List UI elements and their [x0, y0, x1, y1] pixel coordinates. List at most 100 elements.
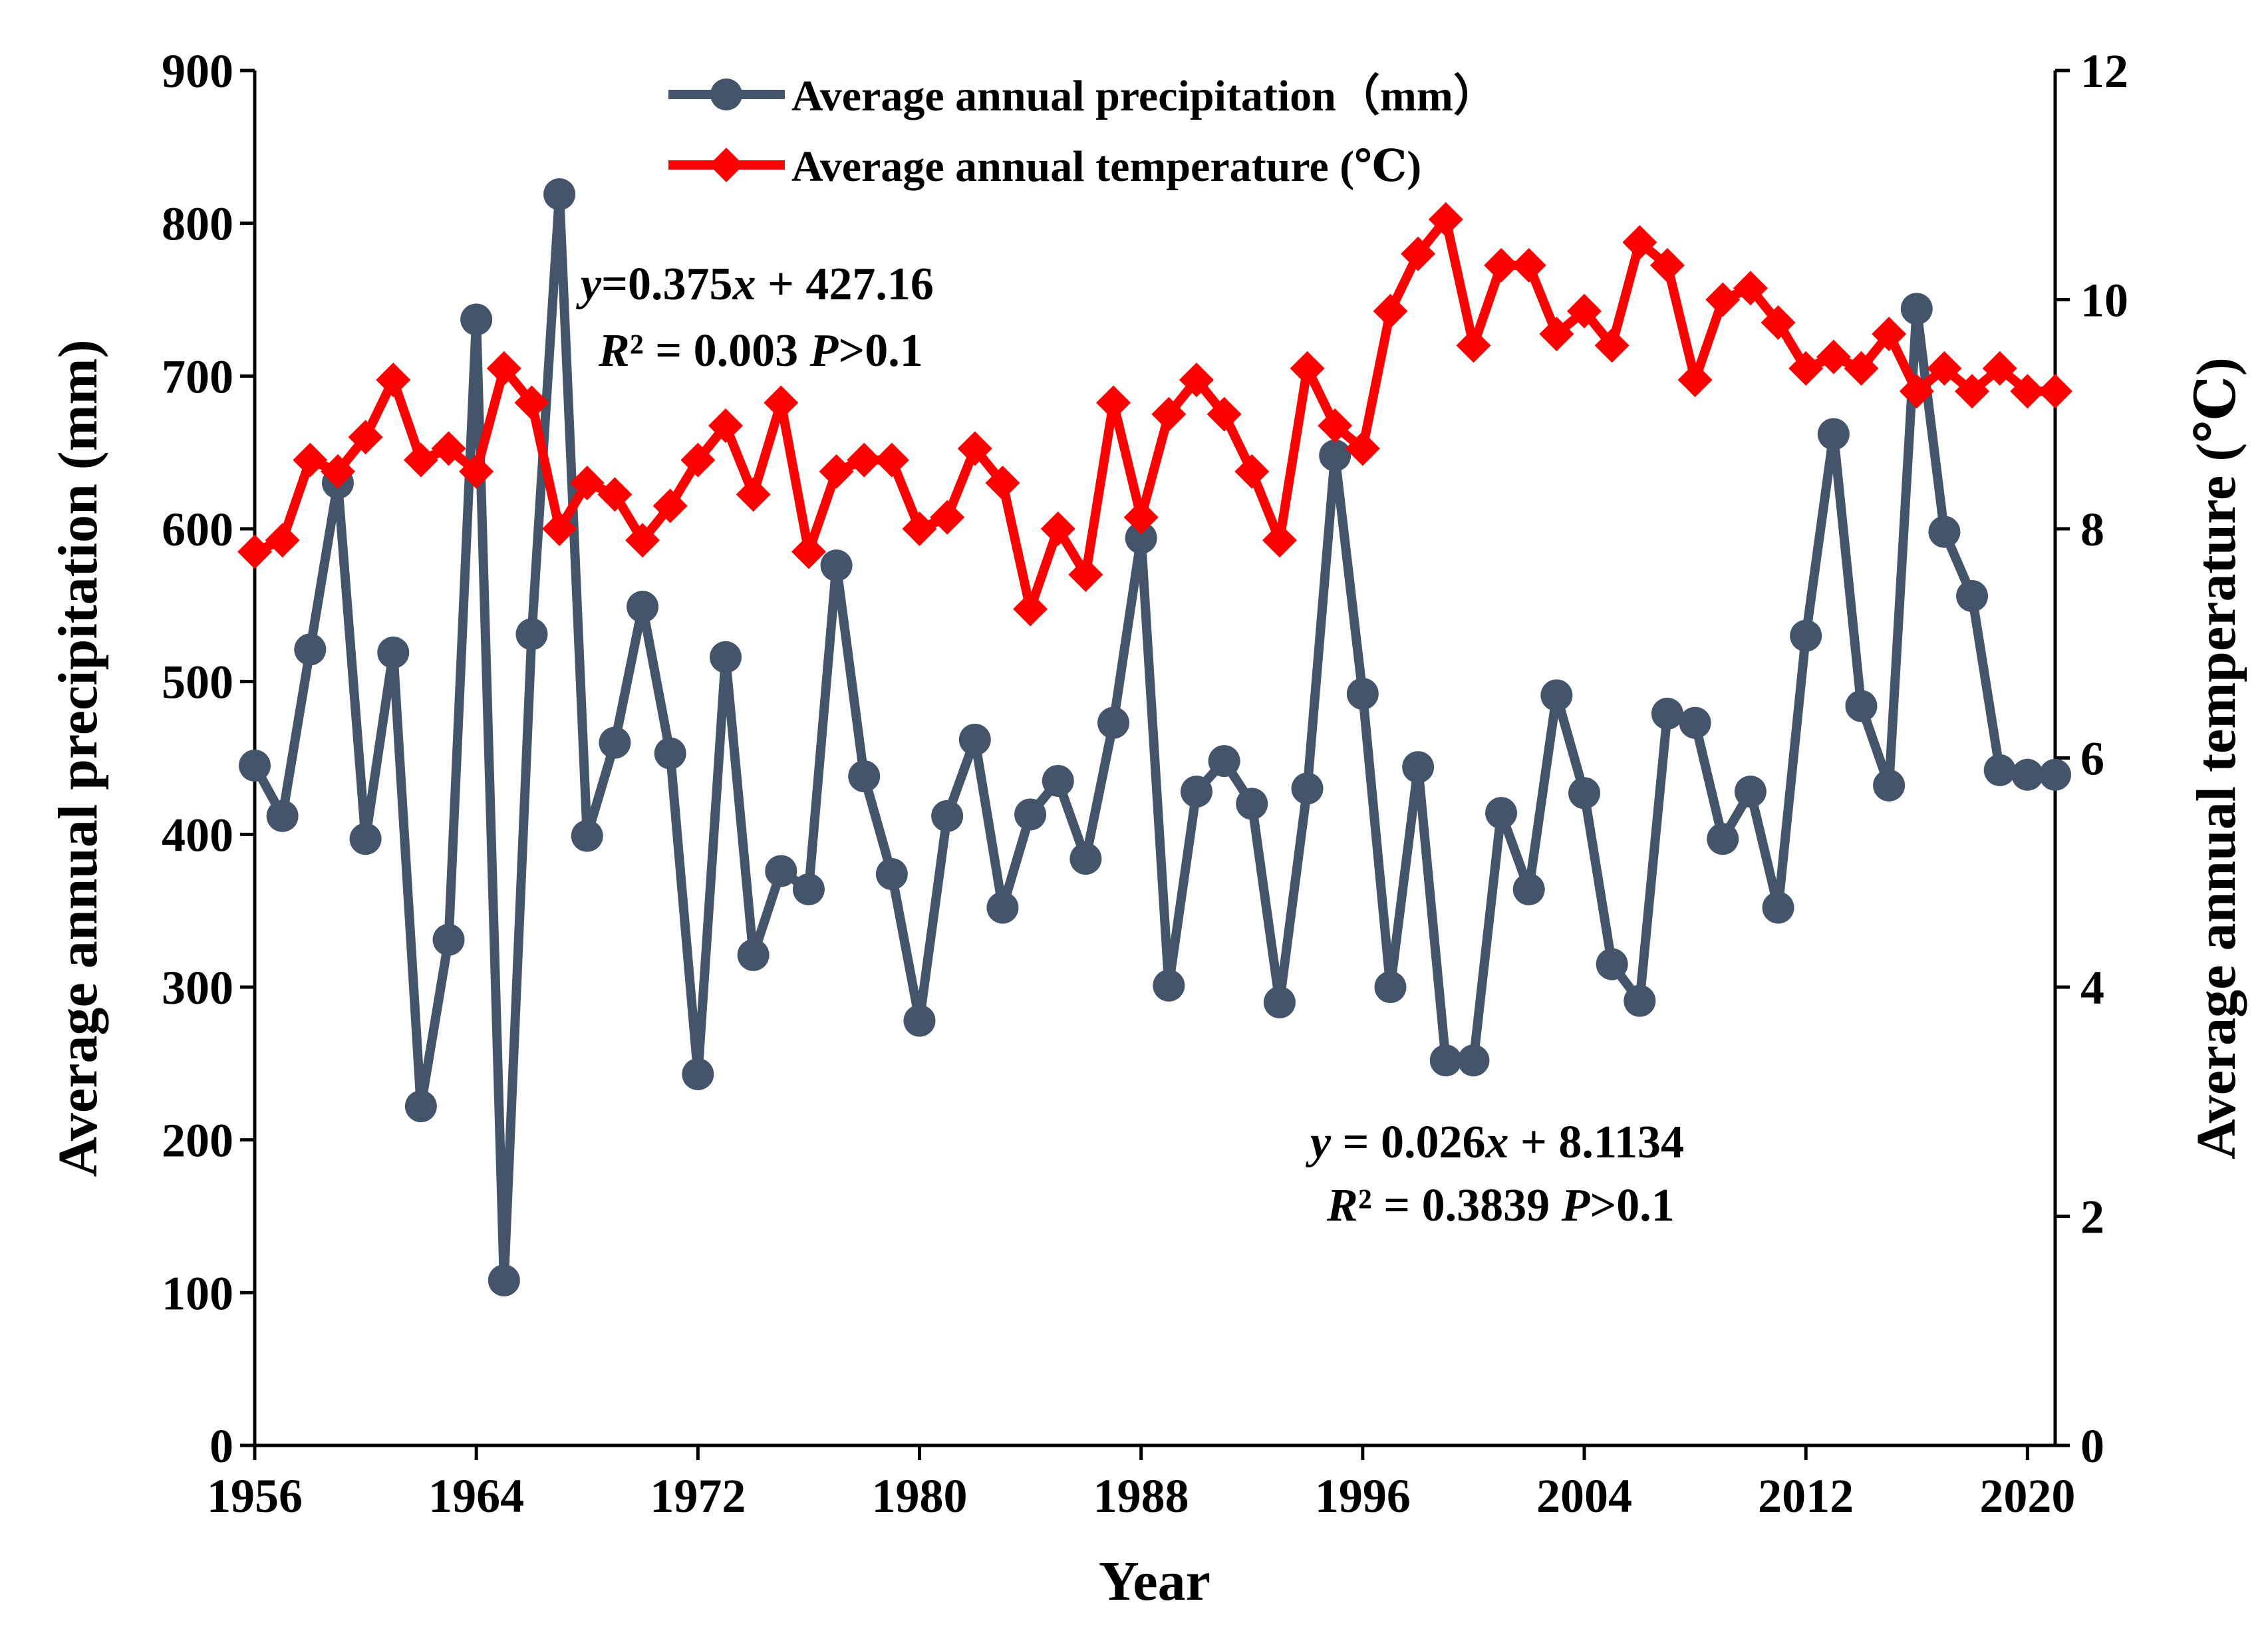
y-left-axis-title: Average annual precipitation (mm): [47, 339, 109, 1177]
x-tick-label: 1964: [428, 1469, 524, 1523]
temperature-point: [1788, 351, 1824, 386]
temperature-point: [1511, 247, 1546, 283]
temperature-point: [680, 442, 716, 478]
precipitation-point: [404, 1090, 437, 1123]
legend-temp-label: Average annual temperature (℃): [791, 142, 1421, 191]
y-left-tick-label: 600: [162, 503, 233, 556]
temperature-point: [957, 431, 992, 466]
legend: Average annual precipitation（mm） Average…: [668, 71, 1497, 191]
precip-fit-equation: y=0.375x + 427.16: [576, 259, 934, 310]
precipitation-point: [571, 819, 603, 852]
temperature-point: [1345, 431, 1380, 466]
temperature-point: [293, 442, 328, 478]
temperature-point: [1151, 396, 1187, 432]
x-ticks: 1956 1964 1972 1980 1988 1996 2004 2012 2020: [207, 1445, 2075, 1523]
precipitation-point: [294, 633, 327, 666]
precipitation-point: [1790, 619, 1822, 652]
precipitation-point: [792, 873, 825, 906]
temperature-point: [1484, 247, 1519, 283]
temperature-point: [1428, 202, 1463, 237]
temperature-point: [1262, 523, 1297, 558]
precipitation-point: [266, 800, 299, 832]
precipitation-point: [1817, 418, 1850, 450]
precipitation-point: [1153, 969, 1185, 1002]
temperature-point: [819, 454, 854, 489]
precip-fit-pv: >0.1: [838, 325, 922, 376]
temperature-point: [625, 523, 660, 558]
y-right-tick-label: 8: [2080, 503, 2104, 556]
temperature-point: [764, 385, 799, 420]
temperature-point: [1567, 293, 1602, 329]
precipitation-point: [1873, 769, 1906, 802]
y-left-tick-label: 900: [162, 45, 233, 98]
temperature-point: [1872, 317, 1907, 352]
precipitation-point: [1014, 798, 1047, 831]
temperature-point: [2038, 374, 2072, 409]
y-right-tick-label: 6: [2080, 732, 2104, 786]
temperature-point: [1622, 225, 1657, 260]
temperature-point: [431, 431, 466, 466]
temperature-point: [486, 351, 521, 386]
precipitation-point: [1679, 706, 1711, 739]
x-tick-label: 2012: [1758, 1469, 1854, 1523]
precipitation-point: [931, 800, 964, 832]
precip-fit-r: R: [598, 325, 630, 376]
precipitation-point: [765, 855, 797, 887]
precipitation-point: [654, 737, 686, 770]
y-right-axis-title: Average annual temperature (℃): [2186, 357, 2247, 1159]
temperature-point: [1677, 363, 1713, 398]
precipitation-point: [1983, 754, 2016, 786]
temperature-point: [1761, 305, 1796, 340]
precipitation-point: [1042, 764, 1074, 797]
x-tick-label: 1996: [1315, 1469, 1411, 1523]
temperature-point: [1040, 512, 1075, 546]
x-tick-label: 1972: [650, 1469, 746, 1523]
precipitation-point: [875, 858, 908, 891]
temperature-point: [1844, 351, 1879, 386]
temperature-point: [237, 534, 272, 569]
temperature-point: [791, 534, 826, 569]
precipitation-point: [1707, 823, 1739, 855]
temperature-series: [237, 202, 2072, 627]
precipitation-point: [1762, 891, 1794, 924]
temperature-point: [1123, 500, 1159, 535]
temperature-point: [1927, 351, 1962, 386]
x-tick-label: 2004: [1536, 1469, 1632, 1523]
y-left-tick-label: 500: [162, 656, 233, 709]
x-axis-title: Year: [1099, 1551, 1210, 1612]
precipitation-point: [432, 923, 465, 956]
precipitation-point: [460, 303, 493, 336]
temp-fit-y: y: [1306, 1117, 1332, 1168]
legend-precip-marker: [710, 78, 742, 110]
temp-fit-pv: >0.1: [1590, 1180, 1674, 1231]
y-right-ticks: 0 2 4 6 8 10 12: [2055, 45, 2128, 1473]
temperature-point: [1290, 351, 1325, 386]
precipitation-point: [1374, 971, 1407, 1003]
temperature-point: [1318, 408, 1353, 443]
y-right-tick-label: 0: [2080, 1419, 2104, 1473]
precipitation-point: [239, 749, 271, 782]
precipitation-point: [820, 549, 853, 582]
precipitation-series: [239, 178, 2071, 1296]
temp-fit-x: x: [1485, 1117, 1508, 1168]
temperature-point: [1096, 385, 1131, 420]
temperature-point: [1013, 591, 1048, 627]
precip-fit-r2: ² = 0.003: [630, 325, 810, 376]
temperature-point: [2010, 374, 2045, 409]
precipitation-point: [349, 823, 382, 855]
precipitation-point: [1097, 706, 1130, 739]
temperature-point: [1539, 317, 1574, 352]
precipitation-point: [1402, 751, 1435, 784]
precipitation-point: [1236, 788, 1268, 820]
legend-temp-marker: [709, 148, 744, 182]
temperature-point: [1982, 351, 2017, 386]
precipitation-point: [515, 618, 548, 651]
precipitation-point: [1069, 843, 1102, 875]
temperature-point: [1594, 328, 1630, 363]
temp-fit-r: R: [1326, 1180, 1358, 1231]
x-tick-label: 1988: [1093, 1469, 1189, 1523]
temperature-point: [376, 363, 411, 398]
temperature-point: [1733, 271, 1768, 306]
temperature-point: [542, 512, 577, 546]
